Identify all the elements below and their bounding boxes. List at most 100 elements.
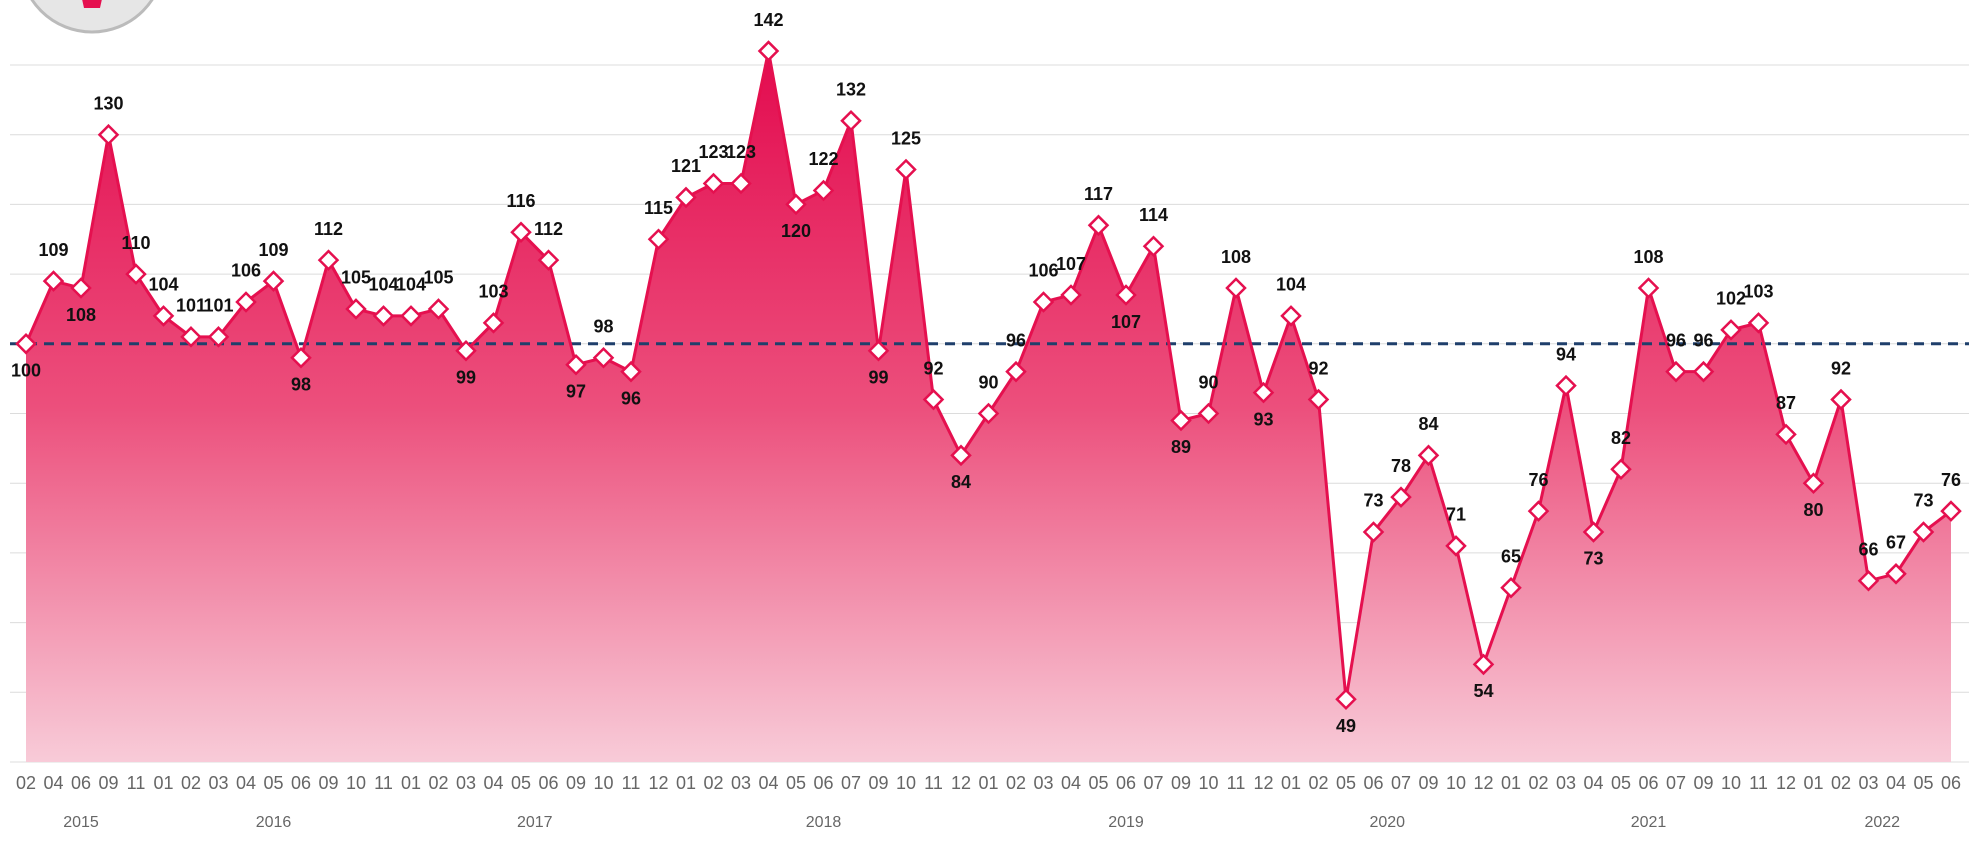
x-tick-label: 12 [1473,773,1493,793]
marker [592,346,615,369]
data-label: 112 [534,219,563,239]
marker [1830,388,1852,411]
marker [1005,360,1027,383]
data-label: 109 [258,240,288,260]
x-tick-label: 03 [208,773,228,793]
marker [125,263,147,285]
marker [1802,472,1825,494]
x-tick-label: 05 [511,773,531,793]
data-label: 107 [1056,254,1086,274]
x-tick-label: 01 [153,773,173,793]
data-label: 101 [203,296,233,316]
marker [565,353,587,376]
data-label: 92 [1831,358,1851,378]
data-label: 94 [1556,344,1576,364]
x-tick-label: 09 [1693,773,1713,793]
x-tick-label: 04 [758,773,778,793]
data-label: 96 [1693,330,1713,350]
marker [1692,360,1715,383]
x-tick-label: 01 [978,773,998,793]
x-tick-label: 04 [1583,773,1603,793]
data-label: 87 [1776,393,1796,413]
data-label: 96 [1666,330,1686,350]
marker [840,109,862,132]
data-label: 123 [698,142,728,162]
x-tick-label: 02 [16,773,36,793]
data-label: 104 [148,275,178,295]
data-label: 92 [1308,358,1328,378]
marker [290,346,312,369]
marker [1555,374,1577,397]
marker [400,305,422,327]
data-label: 130 [93,93,123,113]
x-tick-label: 10 [1721,773,1741,793]
x-tick-label: 10 [593,773,613,793]
x-tick-label: 03 [731,773,751,793]
data-label: 98 [593,316,613,336]
marker [1087,214,1110,237]
data-label: 76 [1528,470,1548,490]
marker [152,305,175,327]
marker [42,270,65,292]
marker [1500,576,1522,599]
marker [1115,284,1137,306]
x-tick-label: 06 [1116,773,1136,793]
data-label: 73 [1913,491,1933,511]
x-tick-label: 02 [1528,773,1548,793]
x-tick-label: 09 [566,773,586,793]
marker [1252,381,1275,404]
data-label: 101 [176,296,206,316]
marker [1940,500,1962,522]
data-label: 78 [1391,456,1411,476]
data-label: 73 [1583,549,1603,569]
marker [70,277,92,299]
marker [1390,486,1412,508]
x-tick-label: 12 [1253,773,1273,793]
x-tick-label: 01 [676,773,696,793]
x-tick-label: 01 [1803,773,1823,793]
x-tick-label: 02 [1006,773,1026,793]
data-label: 66 [1858,540,1878,560]
data-label: 104 [396,275,426,295]
data-label: 84 [1418,414,1438,434]
data-label: 110 [121,233,150,253]
x-tick-label: 10 [896,773,916,793]
data-label: 54 [1473,681,1493,701]
data-label: 115 [644,198,673,218]
x-tick-label: 07 [1666,773,1686,793]
marker [1335,688,1357,711]
x-tick-label: 03 [1858,773,1878,793]
x-tick-label: 04 [483,773,503,793]
marker [235,291,257,313]
marker [207,326,230,348]
x-tick-label: 10 [1198,773,1218,793]
x-tick-label: 01 [1501,773,1521,793]
x-tick-label: 09 [318,773,338,793]
data-label: 104 [1276,275,1306,295]
marker [1885,563,1907,585]
marker [1610,458,1632,481]
year-label: 2021 [1631,814,1667,831]
data-label: 65 [1501,547,1521,567]
marker [482,312,505,334]
data-label: 71 [1446,505,1466,525]
marker [1032,291,1055,313]
x-tick-label: 01 [1281,773,1301,793]
data-label: 123 [726,142,756,162]
marker [1362,521,1385,543]
data-label: 108 [66,305,96,325]
x-tick-label: 07 [841,773,861,793]
marker [1582,521,1605,543]
data-label: 90 [1198,372,1218,392]
x-tick-label: 06 [291,773,311,793]
data-label: 96 [1006,330,1026,350]
x-tick-label: 06 [1638,773,1658,793]
x-tick-label: 09 [868,773,888,793]
x-tick-label: 03 [456,773,476,793]
marker [427,298,450,320]
data-label: 125 [891,128,921,148]
data-label: 108 [1221,247,1251,267]
marker [1747,312,1770,334]
marker [1912,521,1935,543]
marker [1417,444,1440,467]
